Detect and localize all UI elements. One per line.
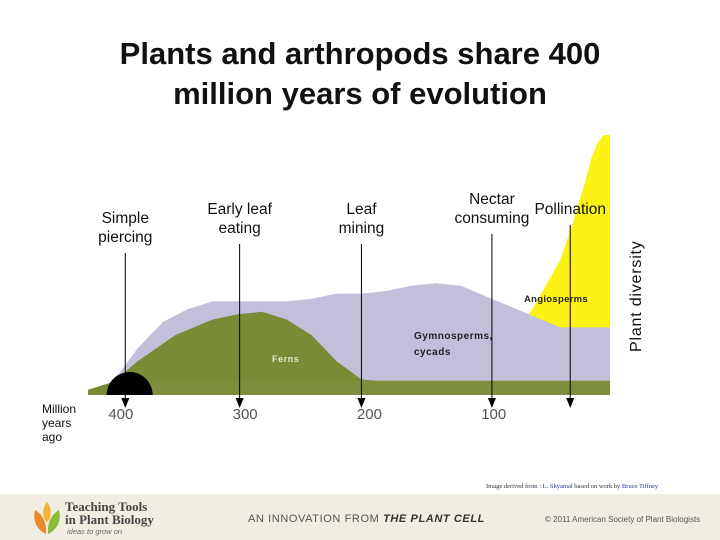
event-label: Simple piercing: [70, 209, 180, 247]
event-label-line: piercing: [98, 229, 153, 246]
x-axis-label-line-3: ago: [42, 430, 63, 444]
event-arrow-head: [566, 398, 575, 408]
area-ferns: [88, 311, 610, 395]
x-tick-label: 100: [481, 406, 507, 423]
x-axis-label-line-1: Million: [42, 402, 77, 416]
title-line-2: million years of evolution: [173, 76, 547, 111]
brand-line-2: in Plant Biology: [65, 512, 154, 527]
event-label-line: eating: [218, 220, 261, 237]
innovation-prefix: AN INNOVATION FROM: [248, 513, 384, 525]
event-label-line: Leaf: [346, 201, 377, 218]
event-arrow-head: [487, 398, 496, 408]
credit-prefix: Image derived from :: [486, 483, 542, 490]
innovation-text: AN INNOVATION FROM THE PLANT CELL: [248, 513, 485, 525]
event-label-line: Nectar: [469, 191, 515, 208]
slide-title: Plants and arthropods share 400 million …: [0, 34, 720, 114]
y-axis-label: Plant diversity: [628, 240, 645, 352]
event-label: Nectar consuming: [437, 190, 547, 228]
event-label-line: Pollination: [534, 201, 606, 218]
credit-link-tiffney[interactable]: Bruce Tiffney: [621, 483, 659, 490]
brand-text: Teaching Tools in Plant Biology: [65, 500, 154, 526]
event-label-line: consuming: [454, 210, 530, 227]
event-arrow-head: [357, 398, 366, 408]
series-label-ferns: Ferns: [272, 354, 300, 364]
leaf-logo-icon: [34, 502, 60, 534]
base-layer: [125, 380, 611, 395]
brand-tagline: ideas to grow on: [67, 527, 123, 536]
event-arrow-head: [121, 398, 130, 408]
copyright-text: © 2011 American Society of Plant Biologi…: [545, 515, 701, 524]
credit-link-shyamal[interactable]: L. Shyamal: [542, 483, 573, 490]
event-label-line: Early leaf: [207, 201, 272, 218]
image-credit: Image derived from : L. Shyamal based on…: [486, 483, 658, 490]
x-axis-label: Million years ago: [42, 402, 76, 444]
title-line-1: Plants and arthropods share 400: [119, 36, 601, 71]
event-label-line: Simple: [101, 210, 149, 227]
event-label-line: mining: [338, 220, 385, 237]
series-label-gymnosperms: Gymnosperms, cycads: [414, 331, 493, 358]
series-label-angiosperms: Angiosperms: [524, 294, 588, 305]
event-label: Early leaf eating: [185, 200, 295, 238]
event-label: Leaf mining: [306, 200, 416, 238]
origin-marker: [106, 372, 153, 395]
brand-line-1: Teaching Tools: [65, 499, 148, 514]
x-tick-label: 400: [108, 406, 134, 423]
footer-bar: Teaching Tools in Plant Biology ideas to…: [0, 494, 720, 540]
x-axis-label-line-2: years: [42, 416, 72, 430]
x-tick-label: 200: [356, 406, 382, 423]
event-label: Pollination: [515, 200, 625, 219]
x-tick-label: 300: [232, 406, 258, 423]
innovation-name: THE PLANT CELL: [383, 513, 485, 525]
event-arrow-head: [235, 398, 244, 408]
credit-mid: based on work by: [574, 483, 622, 490]
